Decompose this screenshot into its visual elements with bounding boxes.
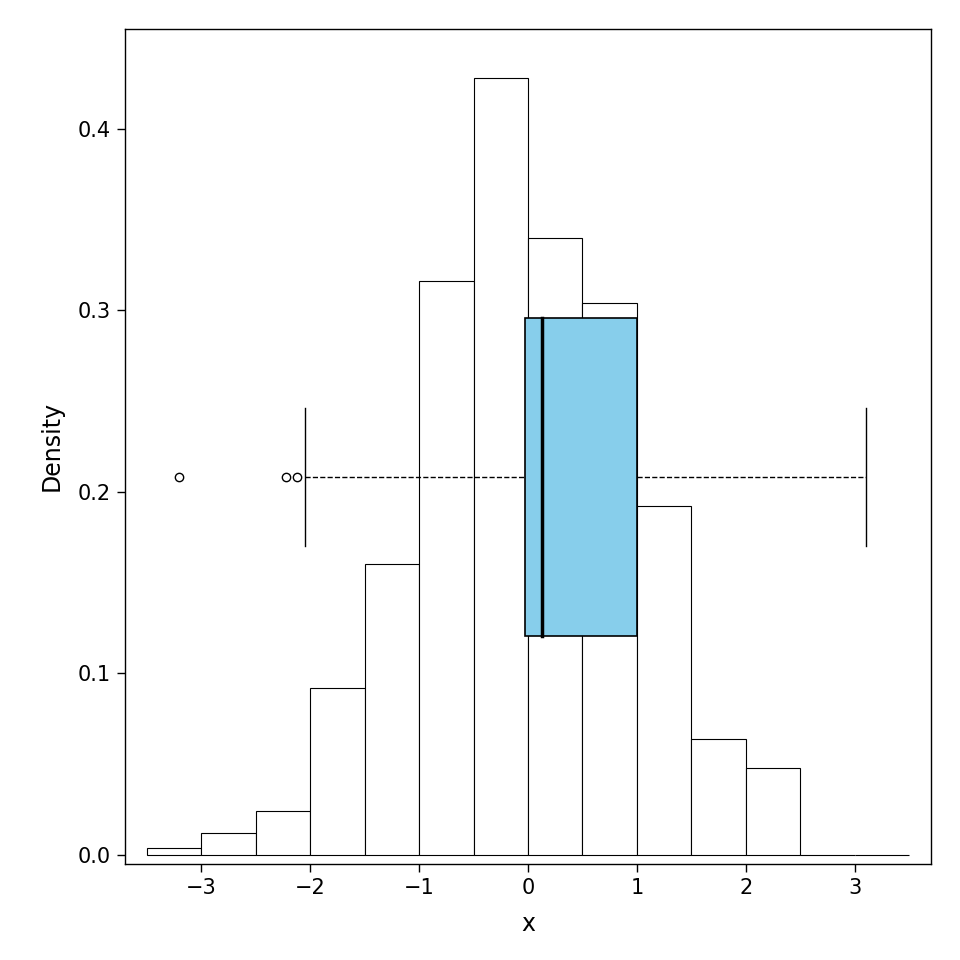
X-axis label: x: x <box>521 912 535 936</box>
Bar <box>528 238 583 855</box>
Bar <box>201 833 255 855</box>
Bar <box>746 768 801 855</box>
Bar <box>147 848 201 855</box>
Bar <box>310 688 365 855</box>
Y-axis label: Density: Density <box>40 401 64 492</box>
Bar <box>419 281 473 855</box>
Bar <box>525 319 637 636</box>
Bar <box>473 78 528 855</box>
Bar <box>255 811 310 855</box>
Bar <box>365 564 419 855</box>
Bar <box>691 739 746 855</box>
Bar <box>583 303 637 855</box>
Bar <box>637 506 691 855</box>
